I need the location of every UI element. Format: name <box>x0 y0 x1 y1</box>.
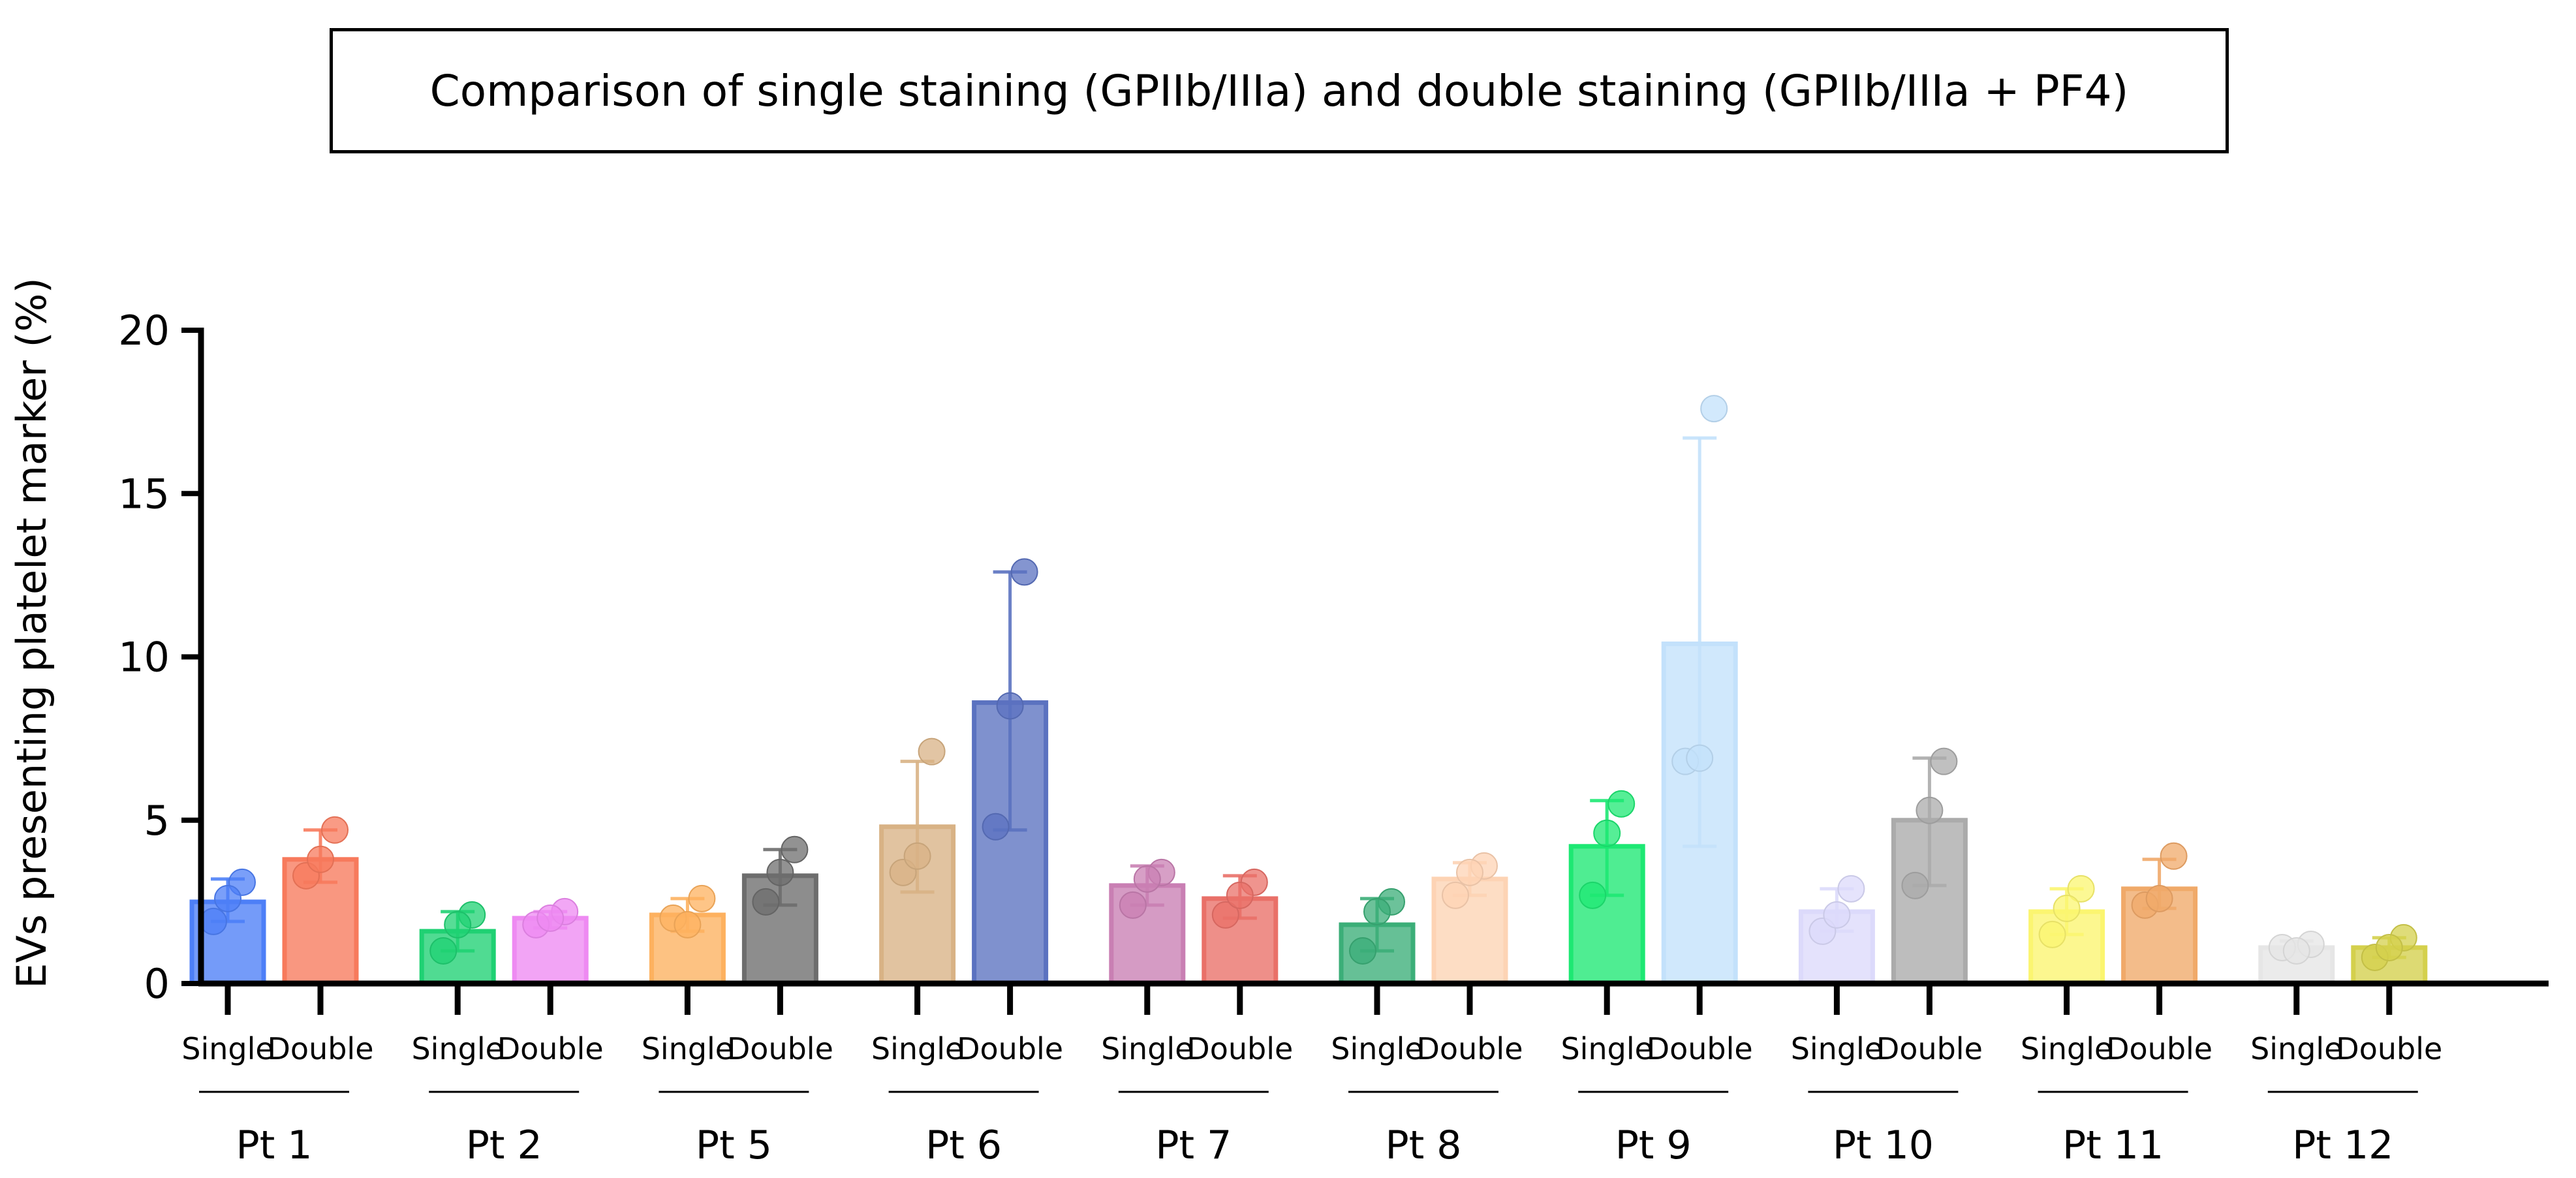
data-point <box>1442 881 1469 909</box>
x-sub-label: Double <box>1187 1031 1293 1066</box>
y-axis-label-group: EVs presenting platelet marker (%) <box>8 277 55 988</box>
data-point <box>214 884 241 912</box>
data-point <box>674 910 702 938</box>
bars-layer <box>189 395 2428 986</box>
x-sub-label: Double <box>957 1031 1063 1066</box>
x-sub-label: Double <box>2106 1031 2212 1066</box>
data-point <box>429 937 458 965</box>
x-sub-label: Double <box>727 1031 833 1066</box>
data-point <box>752 888 780 916</box>
data-point <box>1837 875 1865 903</box>
y-tick-label: 0 <box>144 960 170 1008</box>
x-sub-label: Single <box>1560 1031 1653 1066</box>
x-sub-label: Double <box>1647 1031 1753 1066</box>
data-point <box>1010 558 1038 586</box>
data-point <box>2282 937 2310 965</box>
y-tick-label: 10 <box>118 634 170 681</box>
chart-title: Comparison of single staining (GPIIb/III… <box>429 65 2129 116</box>
data-point <box>2067 875 2095 903</box>
group-label: Pt 2 <box>466 1123 542 1168</box>
data-point <box>2053 894 2081 922</box>
x-sub-label: Single <box>2250 1031 2342 1066</box>
data-point <box>2160 842 2188 870</box>
y-tick-label: 15 <box>118 470 170 518</box>
x-sub-label: Single <box>642 1031 734 1066</box>
y-axis-label: EVs presenting platelet marker (%) <box>8 277 55 988</box>
data-point <box>1133 865 1161 893</box>
x-sub-label: Double <box>268 1031 374 1066</box>
data-point <box>2038 920 2066 948</box>
data-point <box>766 858 794 886</box>
data-point <box>1686 744 1714 772</box>
data-point <box>1607 790 1636 818</box>
data-point <box>536 904 565 932</box>
x-sub-label: Single <box>1101 1031 1193 1066</box>
data-point <box>321 816 349 844</box>
x-sub-label: Single <box>1331 1031 1423 1066</box>
data-point <box>1579 881 1607 909</box>
data-point <box>1363 897 1391 925</box>
x-sub-label: Single <box>871 1031 963 1066</box>
y-tick-label: 5 <box>144 797 170 845</box>
y-tick-label: 20 <box>118 307 170 354</box>
x-sub-label: Double <box>2336 1031 2442 1066</box>
axes <box>181 328 2549 1093</box>
x-sub-label: Single <box>411 1031 503 1066</box>
data-point <box>2375 933 2403 961</box>
data-point <box>307 845 334 873</box>
data-point <box>1700 395 1728 423</box>
data-point <box>996 692 1024 720</box>
group-label: Pt 9 <box>1615 1123 1692 1168</box>
group-label: Pt 8 <box>1386 1123 1462 1168</box>
x-sub-label: Single <box>1791 1031 1883 1066</box>
data-point <box>1211 901 1239 929</box>
x-sub-label: Single <box>2021 1031 2113 1066</box>
data-point <box>1456 858 1483 886</box>
group-label: Pt 11 <box>2062 1123 2164 1168</box>
data-point <box>1349 937 1376 965</box>
group-label: Pt 7 <box>1155 1123 1232 1168</box>
chart-title-box: Comparison of single staining (GPIIb/III… <box>330 28 2229 153</box>
group-label: Pt 12 <box>2292 1123 2393 1168</box>
group-label: Pt 1 <box>236 1123 313 1168</box>
data-point <box>1593 819 1621 847</box>
data-point <box>1901 871 1929 899</box>
x-sub-label: Double <box>1876 1031 1983 1066</box>
data-point <box>444 910 472 938</box>
data-point <box>781 835 809 863</box>
group-label: Pt 6 <box>925 1123 1002 1168</box>
x-sub-label: Double <box>1417 1031 1523 1066</box>
data-point <box>1119 891 1147 919</box>
data-point <box>2145 884 2173 912</box>
data-point <box>200 907 227 935</box>
data-point <box>1226 881 1254 909</box>
data-point <box>982 813 1010 841</box>
data-point <box>1916 796 1944 824</box>
group-label: Pt 10 <box>1833 1123 1934 1168</box>
group-label: Pt 5 <box>696 1123 772 1168</box>
data-point <box>688 884 716 912</box>
data-point <box>1930 747 1958 775</box>
data-point <box>903 842 931 870</box>
x-sub-label: Single <box>181 1031 273 1066</box>
data-point <box>918 737 946 766</box>
x-sub-label: Double <box>497 1031 604 1066</box>
data-point <box>1823 901 1851 929</box>
